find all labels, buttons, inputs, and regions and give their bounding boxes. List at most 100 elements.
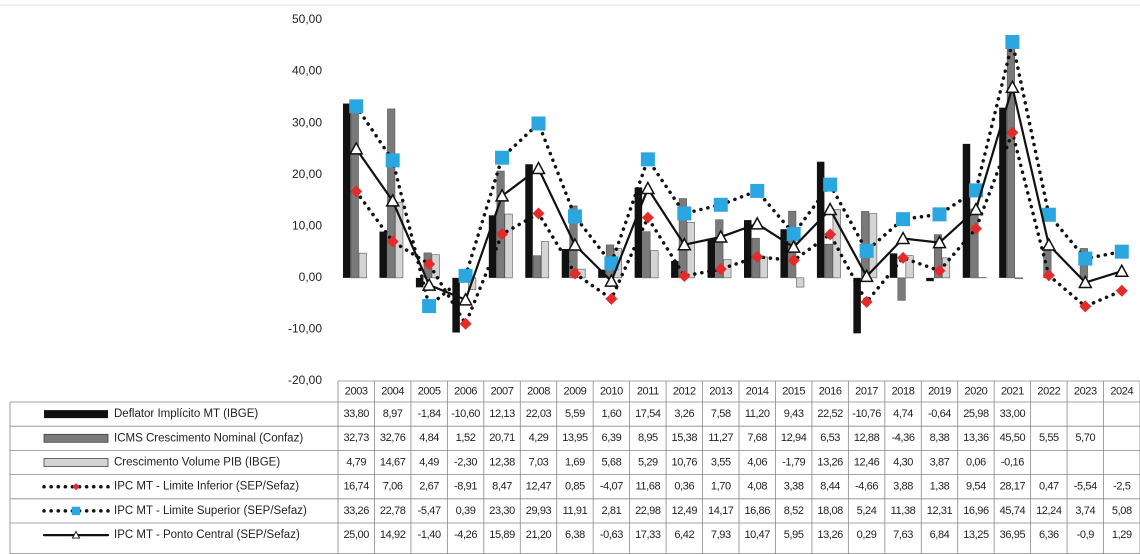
bar: [488, 215, 497, 278]
bar: [598, 269, 606, 278]
table-cell: 5,08: [1112, 505, 1132, 517]
marker: [1006, 126, 1019, 139]
year-label: 2020: [965, 385, 988, 397]
marker: [568, 267, 581, 280]
marker: [531, 116, 546, 131]
table-cell: 12,46: [854, 456, 880, 468]
year-label: 2007: [491, 385, 514, 397]
table-cell: 12,24: [1036, 505, 1062, 517]
table-cell: 4,79: [346, 456, 366, 468]
table-cell: 12,31: [927, 505, 953, 517]
table-cell: -0,16: [1001, 456, 1024, 468]
year-label: 2015: [782, 385, 805, 397]
table-cell: 10,47: [744, 529, 770, 541]
table-cell: 9,43: [784, 408, 804, 420]
table-cell: 15,38: [672, 432, 698, 444]
bar: [889, 253, 898, 278]
table-cell: 25,00: [343, 529, 369, 541]
legend-key: [44, 410, 108, 419]
table-cell: 6,38: [565, 529, 585, 541]
table-cell: 1,69: [565, 456, 585, 468]
table-cell: 13,95: [562, 432, 588, 444]
bar: [759, 256, 768, 279]
marker: [749, 216, 765, 230]
table-cell: 3,26: [674, 408, 694, 420]
table-cell: 5,70: [1075, 432, 1095, 444]
table-cell: 22,52: [817, 408, 843, 420]
year-label: 2021: [1001, 385, 1024, 397]
data-table: 2003 2004 2005 2006 2007 2008 2009 2010 2011 2012…: [9, 380, 1140, 554]
table-cell: 8,95: [638, 432, 658, 444]
table-cell: 10,76: [672, 456, 698, 468]
year-label: 2011: [637, 385, 659, 397]
marker: [531, 160, 546, 175]
table-cell: 7,03: [529, 456, 549, 468]
bar: [715, 219, 724, 279]
table-cell: 32,73: [343, 432, 369, 444]
table-cell: 33,00: [1000, 408, 1026, 420]
table-cell: 4,74: [893, 408, 913, 420]
marker: [1005, 79, 1020, 94]
marker: [71, 506, 81, 516]
table-cell: -5,54: [1074, 481, 1097, 493]
y-tick-label: 50,00: [292, 12, 322, 26]
year-label: 2008: [527, 385, 550, 397]
table-cell: 18,08: [817, 505, 843, 517]
bar: [561, 249, 570, 278]
marker: [969, 222, 982, 235]
bar: [415, 277, 424, 288]
table-cell: 5,59: [565, 408, 585, 420]
year-label: 2016: [819, 385, 842, 397]
table-cell: 8,97: [383, 408, 403, 420]
marker: [678, 270, 691, 283]
marker: [895, 230, 911, 245]
table-cell: 11,27: [708, 432, 733, 444]
marker: [567, 237, 583, 251]
marker: [458, 292, 473, 306]
table-cell: 22,78: [380, 505, 406, 517]
bar: [999, 107, 1007, 278]
marker: [933, 264, 946, 277]
table-cell: 6,84: [930, 529, 950, 541]
table-cell: 0,39: [456, 505, 476, 517]
marker: [1079, 300, 1092, 313]
year-label: 2024: [1110, 385, 1133, 397]
legend-swatch: [43, 458, 109, 467]
bar: [650, 250, 659, 279]
table-cell: 15,89: [489, 529, 515, 541]
marker: [386, 235, 399, 248]
table-cell: 7,58: [711, 408, 731, 420]
table-cell: 12,88: [854, 432, 880, 444]
table-cell: 3,74: [1075, 505, 1095, 517]
bar: [504, 213, 513, 279]
table-cell: 0,85: [565, 481, 585, 493]
marker: [1114, 263, 1130, 277]
y-tick-label: 20,00: [292, 167, 322, 181]
year-label: 2019: [928, 385, 951, 397]
marker: [932, 207, 947, 222]
bar: [525, 164, 533, 278]
table-cell: -8,91: [454, 481, 477, 493]
legend-key: [42, 530, 110, 539]
y-tick-label: 10,00: [292, 218, 322, 232]
marker: [1042, 269, 1055, 282]
bar: [897, 277, 906, 301]
table-cell: -10,60: [451, 408, 480, 420]
table-cell: 5,55: [1039, 432, 1059, 444]
bar: [671, 261, 679, 278]
marker: [604, 256, 619, 271]
table-cell: 22,03: [526, 408, 552, 420]
table-cell: 4,29: [529, 432, 549, 444]
table-cell: -4,26: [454, 529, 477, 541]
table-cell: -0,64: [928, 408, 951, 420]
marker: [385, 153, 400, 168]
bar: [707, 238, 716, 278]
marker: [495, 150, 510, 165]
table-cell: 14,17: [708, 505, 734, 517]
table-cell: 3,87: [930, 456, 950, 468]
bar: [780, 229, 788, 278]
bar: [832, 209, 841, 279]
table-cell: 11,68: [636, 481, 661, 493]
table-cell: -4,66: [855, 481, 878, 493]
